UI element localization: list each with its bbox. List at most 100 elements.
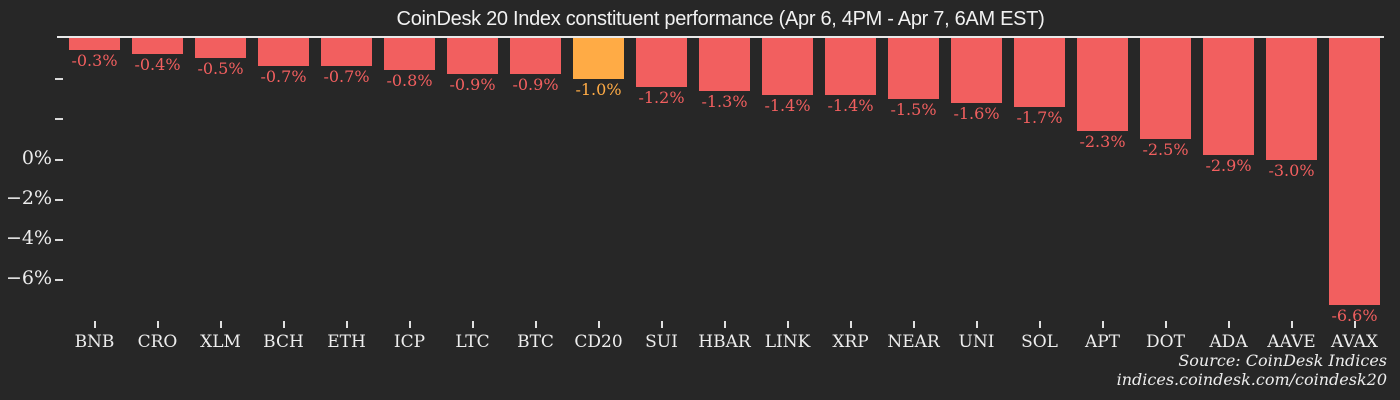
bar-link — [762, 38, 813, 95]
x-tick-mark — [156, 321, 159, 328]
bar-value-label: -1.2% — [638, 88, 685, 107]
y-tick-mark — [55, 78, 63, 80]
x-label-avax: AVAX — [1331, 332, 1378, 352]
bar-sol — [1014, 38, 1065, 107]
source-line: Source: CoinDesk Indices — [1178, 351, 1387, 370]
x-tick-mark — [597, 321, 600, 328]
y-tick-label: −2% — [5, 187, 52, 209]
bar-value-label: -0.3% — [71, 51, 118, 70]
x-label-ada: ADA — [1209, 332, 1248, 352]
x-tick-mark — [1101, 321, 1104, 328]
bar-xlm — [195, 38, 246, 58]
y-tick-label: 0% — [21, 147, 52, 169]
x-tick-mark — [345, 321, 348, 328]
x-label-bnb: BNB — [74, 332, 115, 352]
bar-dot — [1140, 38, 1191, 139]
bar-value-label: -0.7% — [323, 67, 370, 86]
bar-cd20 — [573, 38, 624, 79]
bar-value-label: -3.0% — [1268, 161, 1315, 180]
x-tick-mark — [1164, 321, 1167, 328]
x-tick-mark — [282, 321, 285, 328]
x-label-bch: BCH — [263, 332, 304, 352]
x-label-dot: DOT — [1146, 332, 1185, 352]
x-tick-mark — [219, 321, 222, 328]
x-label-cd20: CD20 — [574, 332, 623, 352]
x-label-eth: ETH — [327, 332, 366, 352]
bar-value-label: -1.6% — [953, 104, 1000, 123]
bar-value-label: -2.9% — [1205, 156, 1252, 175]
x-label-aave: AAVE — [1267, 332, 1316, 352]
y-tick-mark — [55, 199, 63, 201]
x-label-sol: SOL — [1021, 332, 1058, 352]
bar-value-label: -6.6% — [1331, 306, 1378, 325]
y-tick-mark — [55, 279, 63, 281]
bar-xrp — [825, 38, 876, 95]
x-tick-mark — [1290, 321, 1293, 328]
bar-apt — [1077, 38, 1128, 131]
x-label-apt: APT — [1084, 332, 1121, 352]
bar-near — [888, 38, 939, 99]
x-label-ltc: LTC — [455, 332, 490, 352]
bar-value-label: -2.3% — [1079, 132, 1126, 151]
x-label-uni: UNI — [958, 332, 995, 352]
x-label-icp: ICP — [393, 332, 426, 352]
x-tick-mark — [471, 321, 474, 328]
bar-ltc — [447, 38, 498, 74]
x-label-link: LINK — [764, 332, 811, 352]
x-label-sui: SUI — [645, 332, 678, 352]
x-tick-mark — [1038, 321, 1041, 328]
x-tick-mark — [1227, 321, 1230, 328]
x-tick-mark — [1353, 321, 1356, 328]
x-label-btc: BTC — [517, 332, 554, 352]
source-url: indices.coindesk.com/coindesk20 — [1116, 370, 1387, 389]
source-attribution: Source: CoinDesk Indices indices.coindes… — [1117, 351, 1387, 389]
bar-icp — [384, 38, 435, 70]
bar-bnb — [69, 38, 120, 50]
bar-value-label: -1.5% — [890, 100, 937, 119]
bar-value-label: -0.9% — [449, 75, 496, 94]
y-tick-label: −4% — [5, 227, 52, 249]
bar-value-label: -1.7% — [1016, 108, 1063, 127]
x-tick-mark — [849, 321, 852, 328]
y-tick-mark — [55, 159, 63, 161]
bar-eth — [321, 38, 372, 66]
x-tick-mark — [975, 321, 978, 328]
x-tick-mark — [723, 321, 726, 328]
bar-value-label: -1.0% — [575, 80, 622, 99]
bar-value-label: -0.7% — [260, 67, 307, 86]
bar-hbar — [699, 38, 750, 91]
y-tick-mark — [55, 239, 63, 241]
x-tick-mark — [408, 321, 411, 328]
bar-value-label: -1.4% — [827, 96, 874, 115]
top-axis-line — [57, 36, 1384, 38]
bar-avax — [1329, 38, 1380, 305]
bar-btc — [510, 38, 561, 74]
bar-sui — [636, 38, 687, 87]
x-label-hbar: HBAR — [698, 332, 751, 352]
x-label-xlm: XLM — [200, 332, 241, 352]
chart-title: CoinDesk 20 Index constituent performanc… — [396, 8, 1045, 30]
y-tick-mark — [55, 118, 63, 120]
bar-value-label: -1.3% — [701, 92, 748, 111]
x-label-cro: CRO — [137, 332, 178, 352]
x-tick-mark — [660, 321, 663, 328]
bar-aave — [1266, 38, 1317, 160]
y-tick-label: −6% — [5, 267, 52, 289]
x-tick-mark — [93, 321, 96, 328]
x-label-near: NEAR — [887, 332, 940, 352]
x-label-xrp: XRP — [832, 332, 869, 352]
bar-uni — [951, 38, 1002, 103]
x-tick-mark — [534, 321, 537, 328]
bar-bch — [258, 38, 309, 66]
x-tick-mark — [786, 321, 789, 328]
bar-value-label: -0.4% — [134, 55, 181, 74]
bar-value-label: -0.5% — [197, 59, 244, 78]
bar-value-label: -2.5% — [1142, 140, 1189, 159]
bar-ada — [1203, 38, 1254, 155]
bar-value-label: -0.8% — [386, 71, 433, 90]
x-tick-mark — [912, 321, 915, 328]
bar-value-label: -0.9% — [512, 75, 559, 94]
bar-value-label: -1.4% — [764, 96, 811, 115]
bar-cro — [132, 38, 183, 54]
